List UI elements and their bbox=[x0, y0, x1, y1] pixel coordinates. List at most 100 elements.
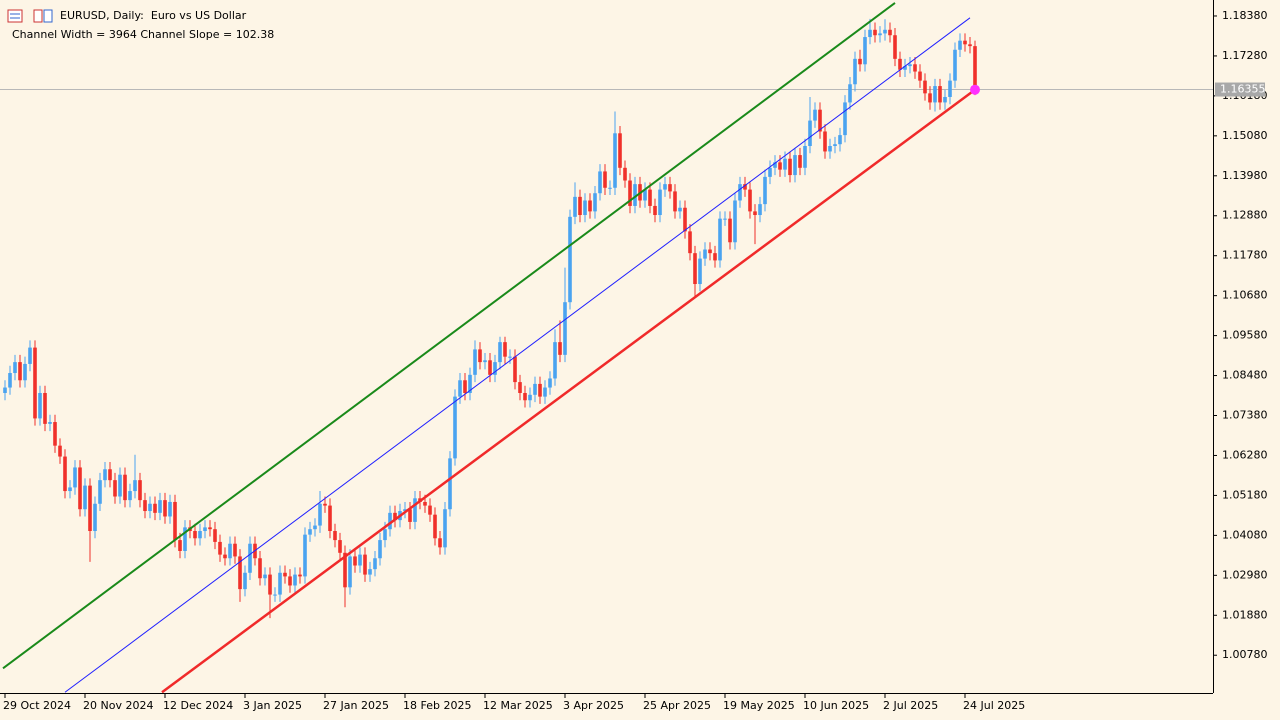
candle-body bbox=[663, 184, 667, 190]
candle-body bbox=[298, 574, 302, 577]
candle-body bbox=[708, 249, 712, 254]
x-tick-label: 19 May 2025 bbox=[723, 699, 795, 712]
candle-body bbox=[88, 485, 92, 532]
candle-body bbox=[948, 80, 952, 97]
candle-body bbox=[428, 505, 432, 515]
candle-body bbox=[598, 171, 602, 194]
x-tick-label: 12 Dec 2024 bbox=[163, 699, 233, 712]
candle-body bbox=[58, 445, 62, 457]
channel-line bbox=[2, 2, 896, 670]
candle-body bbox=[508, 356, 512, 358]
candle-body bbox=[668, 184, 672, 192]
x-tick-label: 2 Jul 2025 bbox=[883, 699, 938, 712]
candle-body bbox=[208, 527, 212, 530]
candle-body bbox=[308, 529, 312, 535]
candle-body bbox=[313, 525, 317, 530]
candle-body bbox=[363, 554, 367, 575]
candle-body bbox=[63, 456, 67, 492]
candle-body bbox=[268, 574, 272, 595]
candle-body bbox=[723, 218, 727, 220]
candle-body bbox=[943, 96, 947, 103]
candle-body bbox=[753, 211, 757, 216]
candle-body bbox=[718, 218, 722, 261]
candle-body bbox=[698, 258, 702, 285]
candle-body bbox=[618, 133, 622, 168]
y-tick-label: 1.11780 bbox=[1222, 249, 1268, 262]
candle-body bbox=[323, 503, 327, 506]
candle-body bbox=[558, 342, 562, 355]
candle-body bbox=[198, 531, 202, 539]
candle-body bbox=[353, 556, 357, 566]
candle-body bbox=[223, 554, 227, 559]
candle-body bbox=[53, 422, 57, 446]
candle-body bbox=[378, 540, 382, 559]
y-tick-label: 1.12880 bbox=[1222, 209, 1268, 222]
candle-body bbox=[413, 498, 417, 522]
candle-body bbox=[678, 207, 682, 212]
candle-body bbox=[303, 534, 307, 577]
candle-body bbox=[348, 556, 352, 588]
candle-body bbox=[893, 35, 897, 59]
candle-body bbox=[78, 467, 82, 510]
candle-body bbox=[163, 500, 167, 517]
candle-body bbox=[883, 29, 887, 34]
candle-body bbox=[763, 176, 767, 205]
candle-body bbox=[113, 480, 117, 497]
candle-body bbox=[213, 529, 217, 542]
symbol-icons bbox=[7, 9, 53, 23]
candle-body bbox=[238, 556, 242, 590]
candle-body bbox=[648, 189, 652, 206]
candle-body bbox=[513, 356, 517, 383]
candle-body bbox=[338, 540, 342, 553]
chart-subtitle: Channel Width = 3964 Channel Slope = 102… bbox=[12, 28, 274, 41]
candle-body bbox=[788, 158, 792, 176]
candle-body bbox=[503, 342, 507, 357]
x-tick-label: 24 Jul 2025 bbox=[963, 699, 1025, 712]
candle-body bbox=[908, 64, 912, 67]
y-tick-label: 1.02980 bbox=[1222, 568, 1268, 581]
candle-body bbox=[38, 392, 42, 419]
candle-body bbox=[533, 383, 537, 395]
candle-body bbox=[28, 347, 32, 364]
candle-body bbox=[273, 594, 277, 596]
candle-body bbox=[258, 558, 262, 579]
candle-body bbox=[453, 396, 457, 459]
candle-body bbox=[203, 527, 207, 532]
candle-body bbox=[728, 218, 732, 243]
candle-body bbox=[133, 480, 137, 492]
candle-body bbox=[383, 529, 387, 541]
candle-body bbox=[733, 200, 737, 243]
candle-body bbox=[263, 574, 267, 579]
candle-body bbox=[768, 167, 772, 177]
candle-body bbox=[543, 387, 547, 397]
y-tick-label: 1.06280 bbox=[1222, 448, 1268, 461]
candle-body bbox=[748, 189, 752, 212]
icon bbox=[33, 9, 43, 23]
chart-title: EURUSD, Daily: Euro vs US Dollar bbox=[60, 9, 247, 22]
y-tick-label: 1.17280 bbox=[1222, 49, 1268, 62]
candle-body bbox=[293, 574, 297, 586]
candle-body bbox=[873, 29, 877, 36]
candle-body bbox=[743, 184, 747, 190]
candle-body bbox=[633, 184, 637, 206]
y-tick-label: 1.09580 bbox=[1222, 329, 1268, 342]
candle-body bbox=[863, 37, 867, 65]
candle-body bbox=[928, 93, 932, 103]
candle-body bbox=[573, 196, 577, 217]
candle-body bbox=[368, 569, 372, 575]
candle-body bbox=[588, 200, 592, 212]
candle-body bbox=[903, 66, 907, 70]
candle-body bbox=[193, 531, 197, 539]
candle-body bbox=[278, 572, 282, 595]
candle-body bbox=[33, 347, 37, 419]
candle-body bbox=[393, 512, 397, 521]
candle-body bbox=[228, 543, 232, 559]
candle-body bbox=[458, 380, 462, 397]
candle-body bbox=[118, 474, 122, 497]
candle-body bbox=[703, 249, 707, 259]
candle-body bbox=[868, 29, 872, 38]
x-tick-label: 3 Apr 2025 bbox=[563, 699, 624, 712]
candle-body bbox=[783, 158, 787, 170]
